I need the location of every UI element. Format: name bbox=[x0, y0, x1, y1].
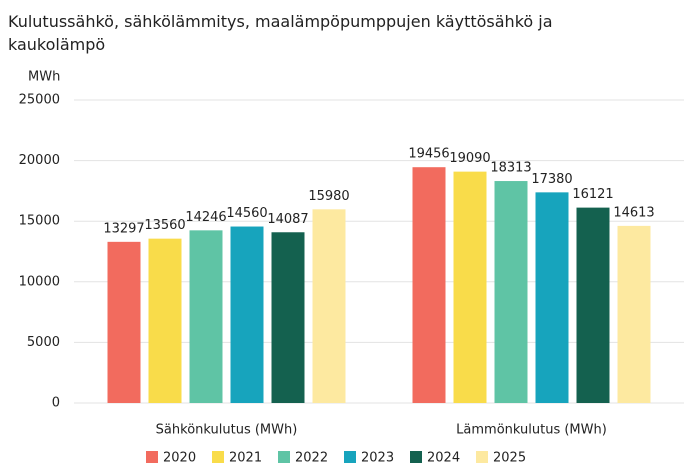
legend-swatch bbox=[476, 451, 488, 463]
legend-label: 2025 bbox=[493, 451, 526, 464]
data-label: 14087 bbox=[267, 212, 308, 227]
chart-title: Kulutussähkö, sähkölämmitys, maalämpöpum… bbox=[8, 12, 553, 54]
bar bbox=[494, 181, 528, 403]
bar bbox=[617, 225, 651, 403]
bar bbox=[535, 192, 569, 403]
legend-swatch bbox=[278, 451, 290, 463]
bar bbox=[312, 209, 346, 403]
legend-label: 2022 bbox=[295, 451, 328, 464]
data-label: 18313 bbox=[490, 161, 531, 176]
legend-label: 2023 bbox=[361, 451, 394, 464]
x-tick-label: Lämmönkulutus (MWh) bbox=[456, 423, 607, 438]
y-tick-label: 20000 bbox=[19, 153, 60, 168]
data-label: 19456 bbox=[408, 147, 449, 162]
legend-label: 2020 bbox=[163, 451, 196, 464]
bar bbox=[107, 241, 141, 403]
bar bbox=[412, 167, 446, 403]
data-label: 16121 bbox=[572, 187, 613, 202]
data-label: 13560 bbox=[144, 218, 185, 233]
x-tick-label: Sähkönkulutus (MWh) bbox=[156, 423, 298, 438]
bar bbox=[453, 171, 487, 403]
bar bbox=[271, 232, 305, 403]
legend-swatch bbox=[146, 451, 158, 463]
y-tick-label: 10000 bbox=[19, 274, 60, 289]
legend-swatch bbox=[410, 451, 422, 463]
bar bbox=[148, 238, 182, 403]
y-tick-label: 0 bbox=[52, 396, 60, 411]
y-axis-label: MWh bbox=[28, 70, 60, 85]
bar bbox=[230, 226, 264, 403]
y-tick-label: 25000 bbox=[19, 93, 60, 108]
y-tick-label: 5000 bbox=[27, 335, 60, 350]
y-tick-label: 15000 bbox=[19, 214, 60, 229]
data-label: 14613 bbox=[613, 205, 654, 220]
legend-label: 2024 bbox=[427, 451, 460, 464]
bar bbox=[576, 207, 610, 403]
data-label: 15980 bbox=[308, 189, 349, 204]
data-label: 19090 bbox=[449, 151, 490, 166]
legend-swatch bbox=[212, 451, 224, 463]
data-label: 17380 bbox=[531, 172, 572, 187]
bar bbox=[189, 230, 223, 403]
legend-swatch bbox=[344, 451, 356, 463]
data-label: 13297 bbox=[103, 221, 144, 236]
data-label: 14560 bbox=[226, 206, 267, 221]
data-label: 14246 bbox=[185, 210, 226, 225]
legend-label: 2021 bbox=[229, 451, 262, 464]
